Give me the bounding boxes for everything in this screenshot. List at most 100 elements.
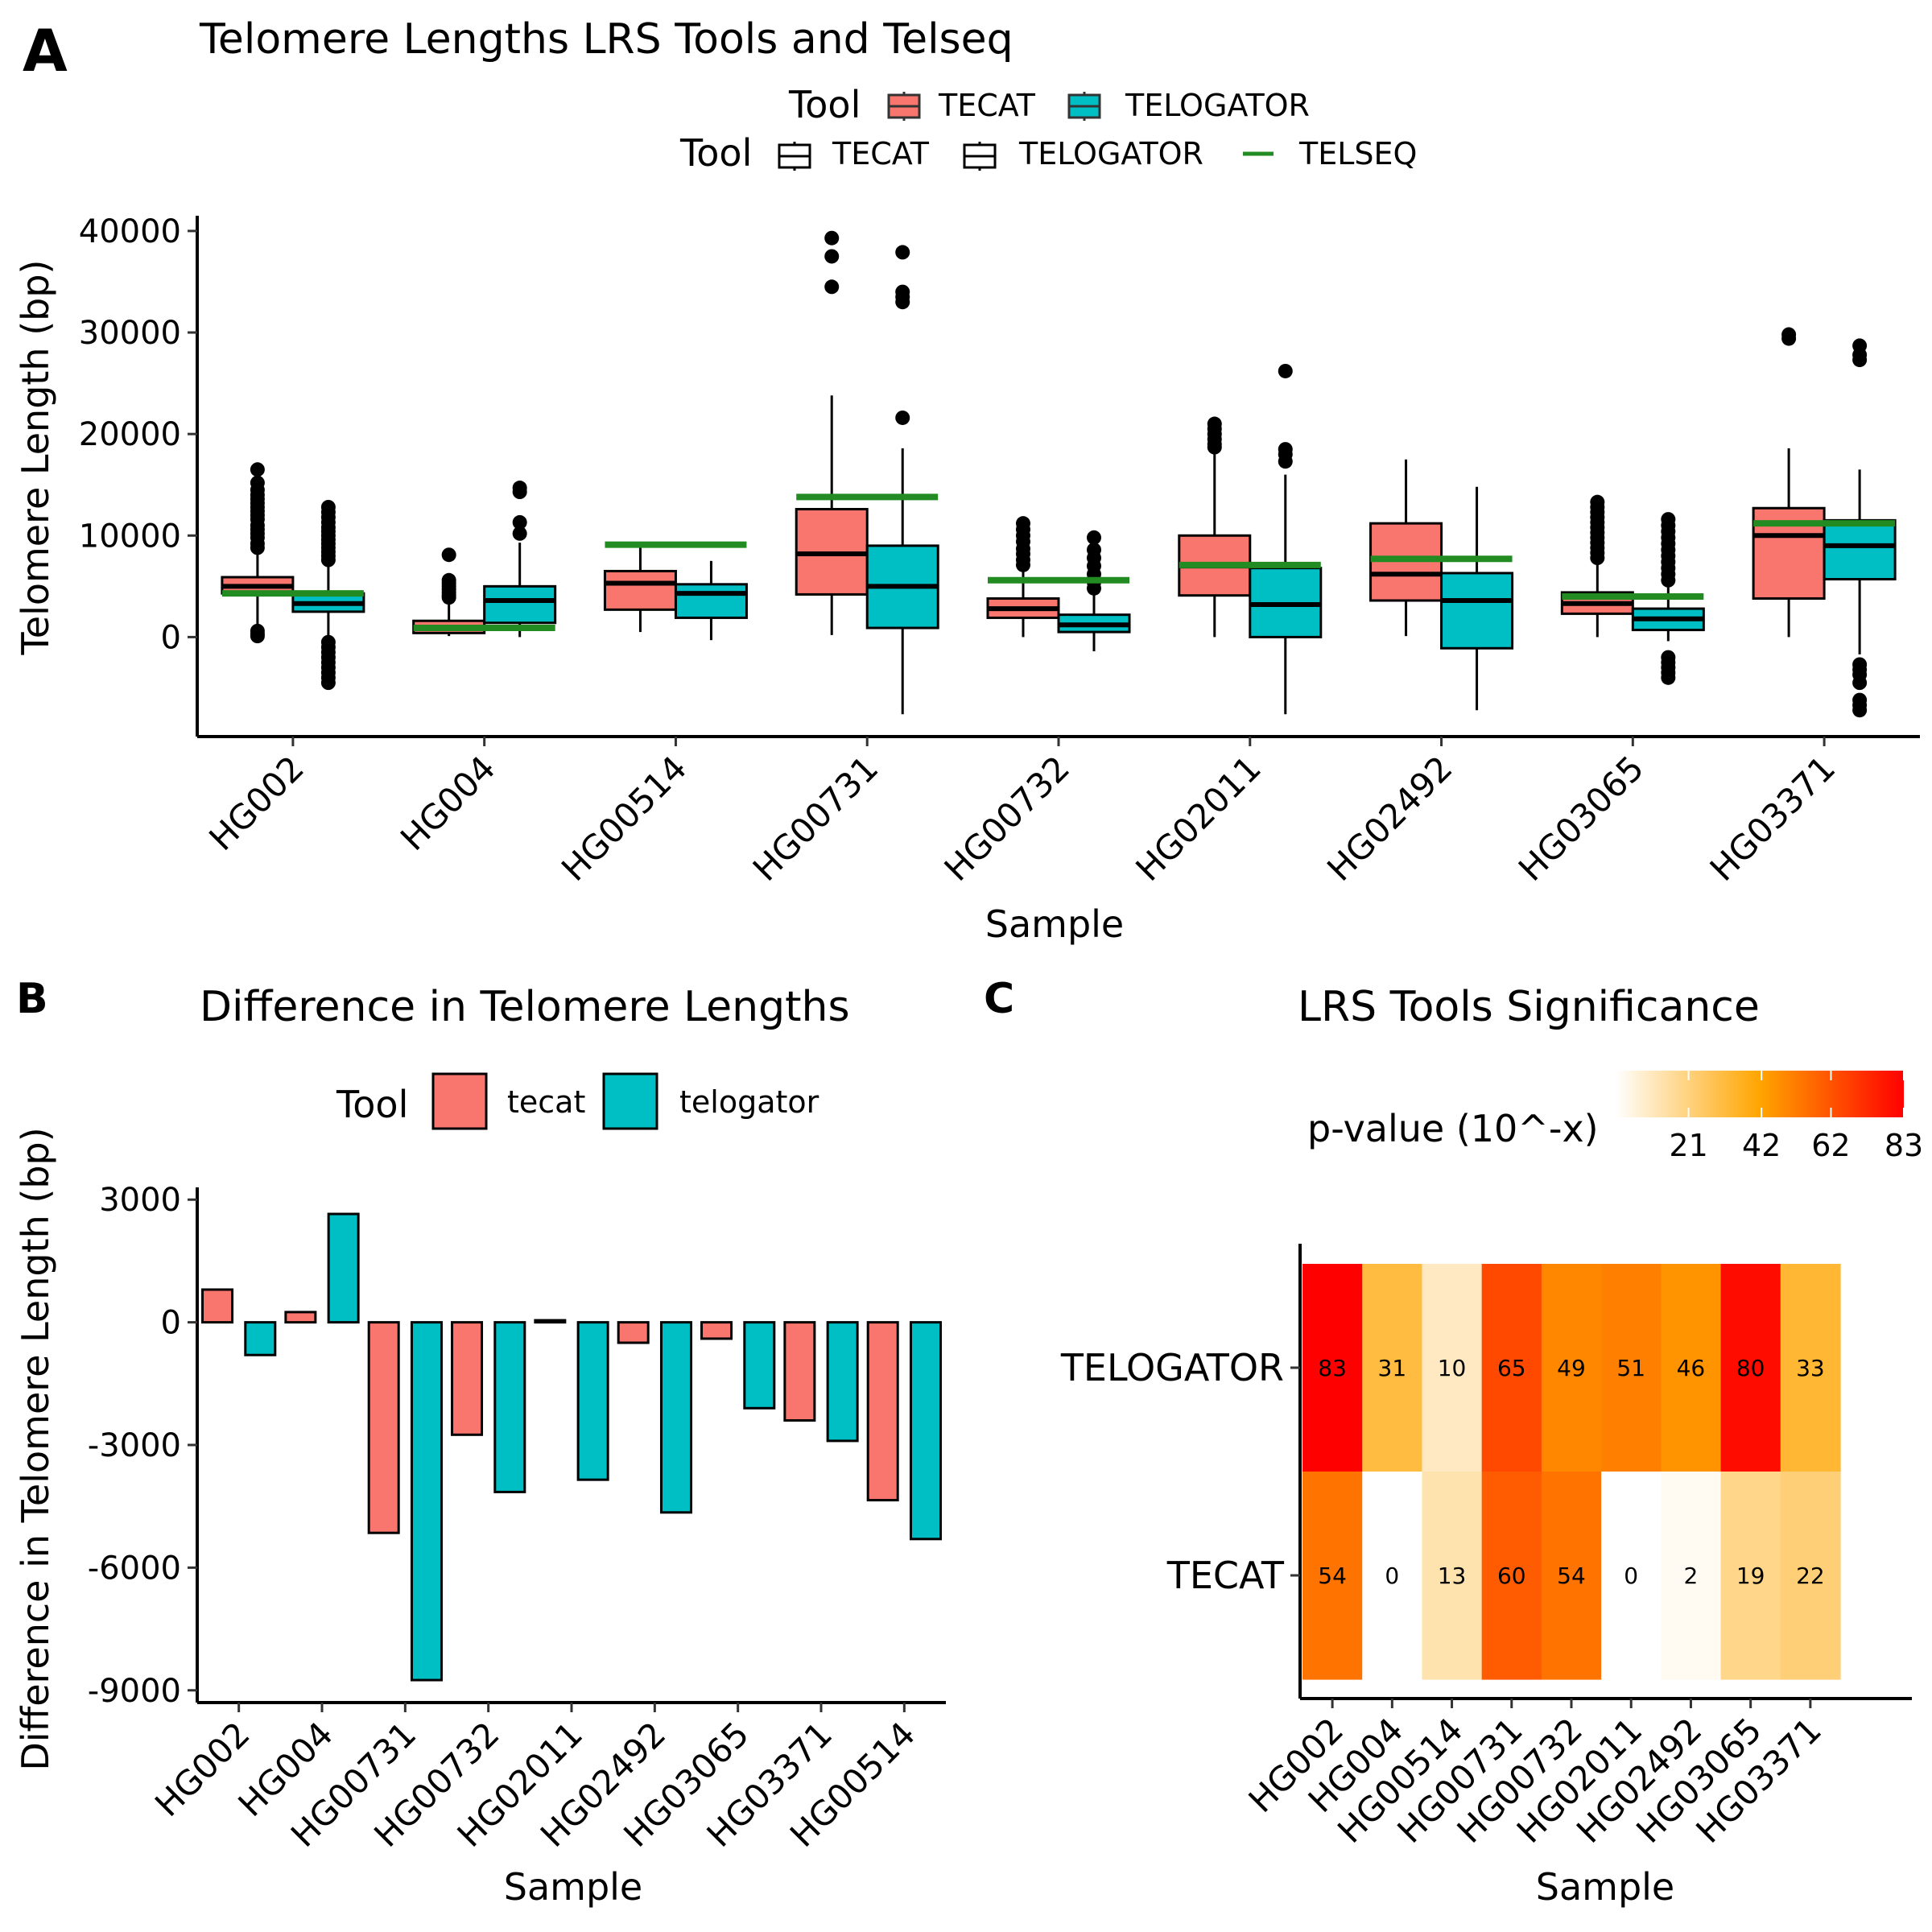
a-outlier-point	[895, 410, 910, 425]
b-bar-tecat	[534, 1319, 567, 1324]
a-y-tick-label: 20000	[79, 416, 181, 453]
c-legend-tick-label: 62	[1811, 1128, 1850, 1163]
a-outlier-point	[1087, 580, 1101, 596]
c-heat-cell-label: 83	[1318, 1355, 1347, 1381]
a-outlier-point	[895, 245, 910, 260]
c-heat-cell-label: 0	[1624, 1563, 1638, 1589]
b-bar-telogator	[659, 1321, 692, 1514]
a-outlier-point	[320, 552, 336, 568]
panel-c-plot: 83 31 10 65 49 51 46 80 33 54 0 13 60 54 0 2 19 22 TELOGAT…	[1060, 1244, 1912, 1851]
legend-b-key-tecat	[431, 1072, 488, 1130]
a-outlier-point	[1016, 557, 1030, 572]
legend-b-title: Tool	[336, 1083, 408, 1126]
a-y-tick-label: 0	[161, 619, 181, 656]
a-outlier-point	[1278, 454, 1293, 469]
b-bar-tecat	[451, 1321, 484, 1436]
c-heat-cell-label: 54	[1318, 1563, 1347, 1589]
panel-c: LRS Tools Significance p-value (10^-x) 2…	[1060, 983, 1923, 1909]
a-box	[674, 583, 748, 619]
c-heat-cell	[1661, 1264, 1722, 1472]
a-x-tick-label: HG00732	[937, 748, 1077, 888]
c-heat-cell-label: 31	[1378, 1355, 1407, 1381]
b-bar-telogator	[244, 1321, 277, 1356]
legend-c-colorbar	[1616, 1071, 1904, 1117]
a-outlier-point	[1852, 703, 1868, 718]
c-legend-tick-label: 42	[1742, 1128, 1781, 1163]
a-outlier-point	[1852, 353, 1868, 368]
c-heat-cell	[1422, 1472, 1483, 1680]
c-heat-cell-label: 80	[1736, 1355, 1765, 1381]
c-heat-cell-label: 13	[1438, 1563, 1467, 1589]
panel-a-plot: 0 10000 20000 30000 40000 HG002 HG004 HG00514 HG…	[79, 213, 1920, 889]
a-outlier-point	[250, 462, 265, 477]
b-bar-tecat	[367, 1321, 400, 1534]
c-heat-cell-label: 0	[1385, 1563, 1399, 1589]
a-outlier-point	[441, 590, 456, 605]
b-bar-tecat	[201, 1288, 234, 1324]
c-heat-cell	[1422, 1264, 1483, 1472]
b-bar-telogator	[743, 1321, 776, 1410]
legend-box-label-tecat: TECAT	[832, 136, 930, 171]
c-heat-cell-label: 54	[1557, 1563, 1586, 1589]
c-heat-cell-label: 46	[1677, 1355, 1706, 1381]
a-box	[603, 569, 677, 611]
c-heat-cell	[1302, 1264, 1363, 1472]
a-outlier-point	[512, 526, 527, 541]
legend-box-title: Tool	[679, 131, 752, 175]
a-x-tick-label: HG02492	[1319, 748, 1459, 888]
c-heat-cell-label: 51	[1616, 1355, 1645, 1381]
a-x-tick-label: HG00514	[554, 748, 694, 888]
a-box	[483, 584, 557, 625]
legend-fill-key-telogator	[1067, 92, 1101, 121]
b-bar-tecat	[700, 1321, 733, 1340]
a-y-tick-label: 30000	[79, 315, 181, 352]
legend-b-label-telogator: telogator	[679, 1084, 819, 1120]
panel-c-title: LRS Tools Significance	[1298, 983, 1760, 1031]
panel-a-legend-box: Tool TECAT TELOGATOR TELSEQ	[679, 131, 1417, 175]
panel-b-ylabel: Difference in Telomere Length (bp)	[14, 1127, 57, 1770]
a-y-tick-label: 10000	[79, 518, 181, 555]
a-x-tick-label: HG004	[393, 748, 503, 858]
a-outlier-point	[1278, 363, 1293, 378]
c-heat-cell	[1302, 1472, 1363, 1680]
c-y-tick-label: TECAT	[1166, 1554, 1285, 1597]
a-outlier-point	[250, 629, 265, 644]
a-x-tick-label: HG02011	[1128, 748, 1268, 888]
c-heat-cell-label: 49	[1557, 1355, 1586, 1381]
a-outlier-point	[250, 540, 265, 555]
a-box	[1440, 572, 1514, 650]
legend-box-label-telogator: TELOGATOR	[1018, 136, 1203, 171]
b-bar-tecat	[284, 1311, 317, 1324]
b-bar-tecat	[617, 1321, 650, 1344]
a-x-tick-label: HG002	[201, 748, 312, 858]
c-heat-cell	[1481, 1264, 1542, 1472]
b-bar-telogator	[909, 1321, 942, 1541]
panel-a-xlabel: Sample	[985, 902, 1124, 946]
legend-box-label-telseq: TELSEQ	[1298, 136, 1417, 171]
a-outlier-point	[512, 514, 527, 530]
c-heat-cell-label: 65	[1497, 1355, 1526, 1381]
b-bar-telogator	[826, 1321, 859, 1443]
legend-c-title: p-value (10^-x)	[1307, 1107, 1599, 1150]
b-y-tick-label: 3000	[99, 1182, 181, 1219]
c-heat-cell-label: 33	[1796, 1355, 1825, 1381]
a-box	[1823, 518, 1897, 581]
c-heat-cell	[1541, 1264, 1602, 1472]
c-heat-cell	[1720, 1472, 1781, 1680]
panel-b-legend: Tool tecat telogator	[336, 1072, 819, 1130]
a-outlier-point	[1590, 551, 1605, 566]
a-outlier-point	[1661, 572, 1676, 588]
legend-fill-title: Tool	[788, 83, 861, 126]
a-outlier-point	[320, 675, 336, 691]
b-bar-telogator	[410, 1321, 443, 1682]
a-outlier-point	[1087, 530, 1101, 545]
legend-fill-key-tecat	[887, 92, 921, 121]
b-bar-telogator	[327, 1212, 360, 1324]
a-outlier-point	[1781, 331, 1797, 346]
panel-b: Difference in Telomere Lengths Tool teca…	[14, 983, 946, 1909]
panel-a: Telomere Lengths LRS Tools and Telseq To…	[14, 15, 1920, 946]
c-legend-tick-label: 21	[1669, 1128, 1707, 1163]
panel-b-title: Difference in Telomere Lengths	[200, 983, 850, 1031]
c-heat-cell	[1780, 1472, 1841, 1680]
